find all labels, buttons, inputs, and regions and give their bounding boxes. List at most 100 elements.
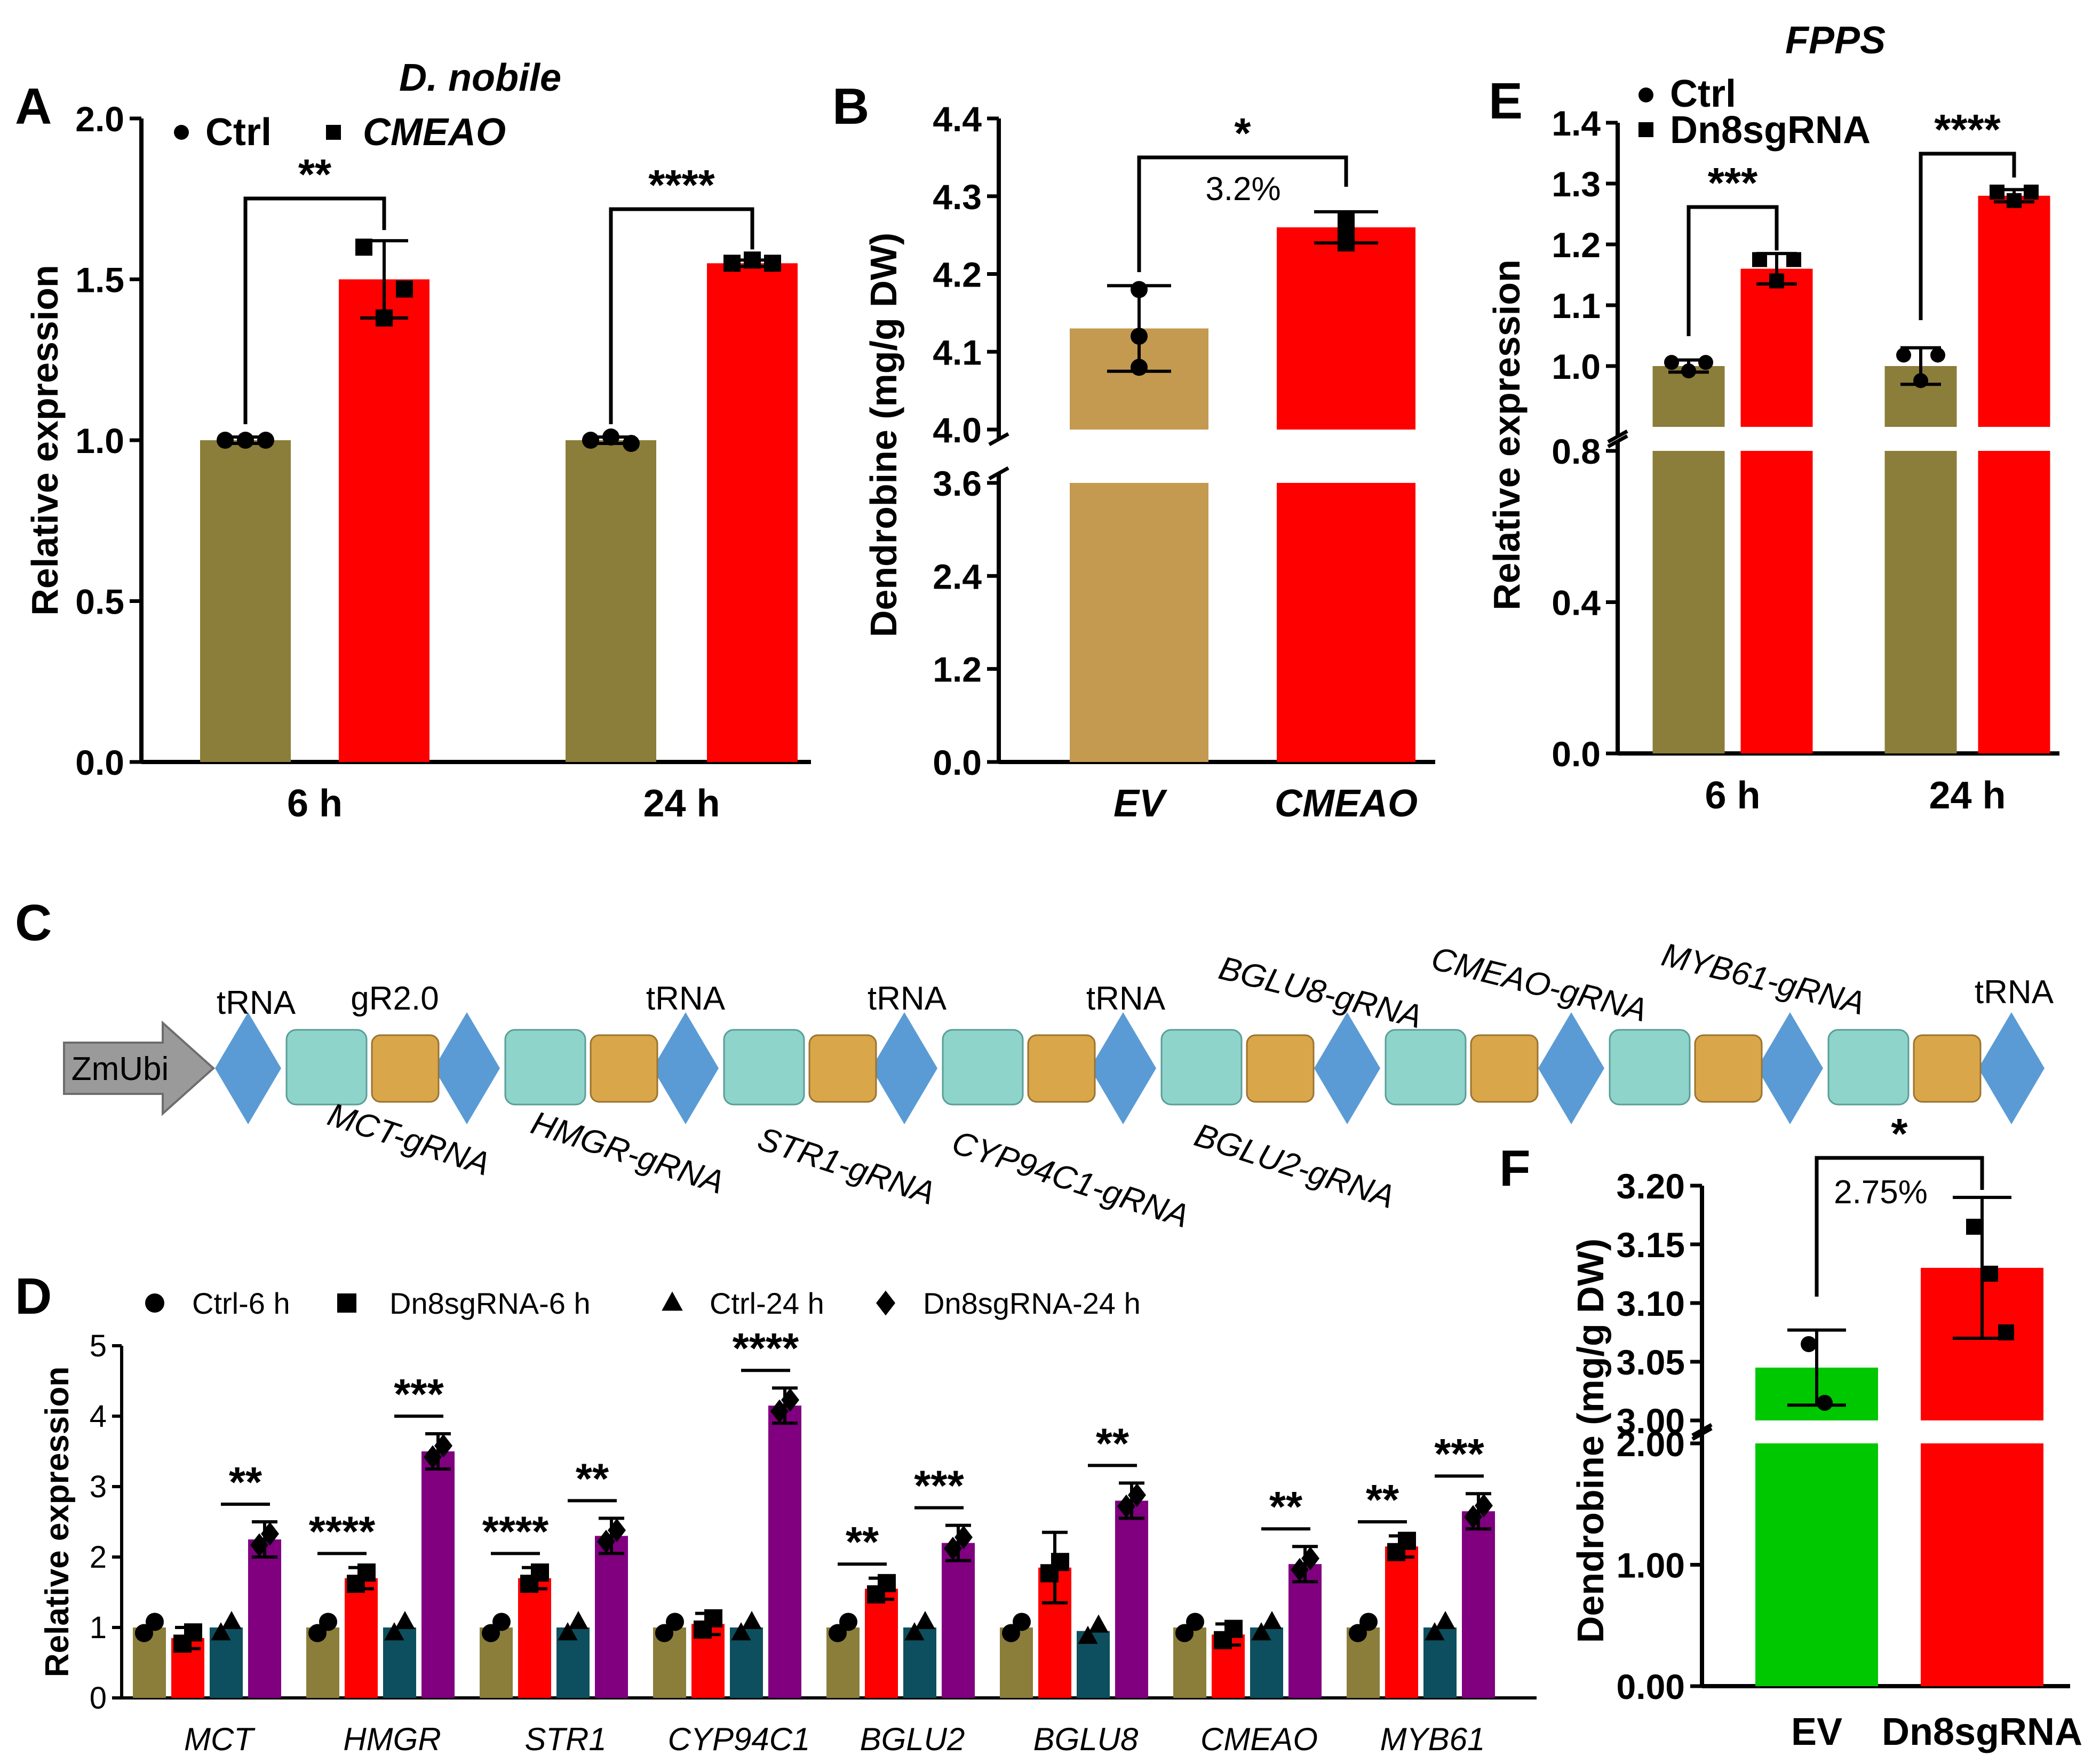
grna-spacer-box [723,1029,805,1106]
a-y-tick-label: 0.0 [75,743,124,782]
d-significance-label: **** [309,1507,376,1555]
trna-diamond [1314,1012,1380,1124]
a-point [376,309,393,327]
f-point [1982,1266,1998,1282]
panel-c-construct: ZmUbi tRNA gR2.0 tRNA tRNA tRNA BGLU8-gRNA CMEA… [63,936,2054,1235]
d-point [1117,1494,1135,1519]
d-bar [942,1543,975,1698]
f-point [1998,1324,2014,1340]
a-significance-label: **** [648,161,715,209]
trna-diamond [215,1012,281,1124]
f-percent-annotation: 2.75% [1834,1174,1928,1211]
panel-d-chart: 0 1 2 3 4 5 Relative expression Ctrl-6 h Dn8sgRN… [39,1286,1537,1757]
d-significance-label: **** [482,1507,549,1555]
panel-e-chart: 0.0 0.4 0.8 1.0 1.1 1.2 1.3 1.4 Relative express… [1486,19,2059,817]
d-point [597,1529,615,1554]
d-point [395,1611,415,1630]
construct-label-above: tRNA [1975,974,2054,1011]
a-bar [200,440,291,762]
panel-label-a: A [15,78,52,135]
d-point [878,1574,896,1592]
d-point [1175,1624,1194,1642]
b-significance-line [1137,155,1348,272]
e-point [1698,355,1713,370]
e-title: FPPS [1785,19,1886,62]
e-point [1681,363,1696,379]
e-y-tick-label: 0.8 [1552,432,1601,471]
d-bar [1462,1511,1495,1698]
a-bar [707,263,798,763]
d-point [954,1525,973,1550]
d-x-category-label: CYP94C1 [668,1721,810,1757]
d-point [1224,1619,1243,1638]
d-point [1398,1531,1416,1550]
e-legend-ctrl-label: Ctrl [1670,73,1736,115]
d-legend-marker [662,1291,683,1311]
panel-b-chart: 0.0 1.2 2.4 3.6 4.0 4.1 4.2 4.3 4.4 Dendrobine (m… [863,99,1435,825]
a-point [355,239,372,256]
d-point [1002,1624,1020,1642]
d-point [1475,1494,1493,1518]
d-bar [421,1451,455,1698]
construct-label-above: MYB61-gRNA [1658,936,1868,1022]
d-legend-marker [876,1290,895,1316]
f-x-category-label: EV [1791,1711,1842,1753]
grna-scaffold-box [808,1034,877,1103]
d-point [482,1624,500,1642]
trna-diamond [653,1012,719,1124]
d-x-category-label: BGLU2 [860,1721,965,1757]
e-point [2024,184,2039,200]
d-y-tick-label: 5 [90,1329,107,1363]
grna-spacer-box [1160,1029,1243,1106]
d-bar [1288,1564,1322,1698]
construct-label-below: CYP94C1-gRNA [948,1124,1193,1235]
panel-label-e: E [1489,73,1523,130]
construct-label-above: tRNA [217,984,296,1021]
e-point [2007,193,2022,208]
a-x-category-label: 6 h [287,782,343,825]
d-point [146,1613,164,1631]
a-bar [339,279,429,762]
a-point [764,255,781,272]
d-y-tick-label: 3 [90,1470,107,1504]
b-axis-break-mark [988,432,1009,447]
a-point [257,432,274,449]
panel-label-b: B [832,78,869,135]
d-bar [768,1405,801,1698]
f-y-tick-label: 3.05 [1617,1343,1685,1382]
e-y-tick-label: 1.3 [1552,164,1601,204]
b-y-tick-label: 4.3 [933,177,982,217]
d-point [1078,1625,1098,1644]
d-point [135,1624,153,1642]
trna-diamond [1978,1012,2045,1124]
a-point [217,432,234,449]
b-significance-label: * [1234,109,1251,157]
d-point [1359,1613,1378,1631]
e-point [1664,355,1679,370]
construct-label-above: tRNA [1086,980,1166,1017]
a-point [723,255,741,272]
a-point [602,428,619,446]
f-bar-lower [1755,1443,1878,1686]
a-point [396,280,413,298]
a-y-tick-label: 1.5 [75,260,124,300]
construct-label-above: BGLU8-gRNA [1215,950,1426,1036]
f-y-tick-label: 0.00 [1617,1667,1685,1706]
d-point [915,1611,935,1630]
a-legend-ctrl-label: Ctrl [205,111,272,154]
grna-scaffold-box [1246,1034,1315,1103]
e-y-tick-label: 1.2 [1552,225,1601,265]
f-y-tick-label: 3.00 [1617,1401,1685,1441]
d-point [731,1622,751,1641]
d-y-axis-label: Relative expression [39,1367,76,1677]
b-percent-annotation: 3.2% [1205,171,1280,208]
f-y-axis-label: Dendrobine (mg/g DW) [1570,1238,1611,1643]
d-point [184,1623,202,1642]
a-point [237,432,254,449]
a-legend-ctrl-marker [174,125,189,140]
b-axis-break-mark [988,466,1009,481]
d-x-category-label: HMGR [343,1721,441,1757]
e-legend-dn8-label: Dn8sgRNA [1670,109,1871,152]
a-y-axis-label: Relative expression [24,265,66,616]
panel-label-d: D [15,1268,52,1325]
